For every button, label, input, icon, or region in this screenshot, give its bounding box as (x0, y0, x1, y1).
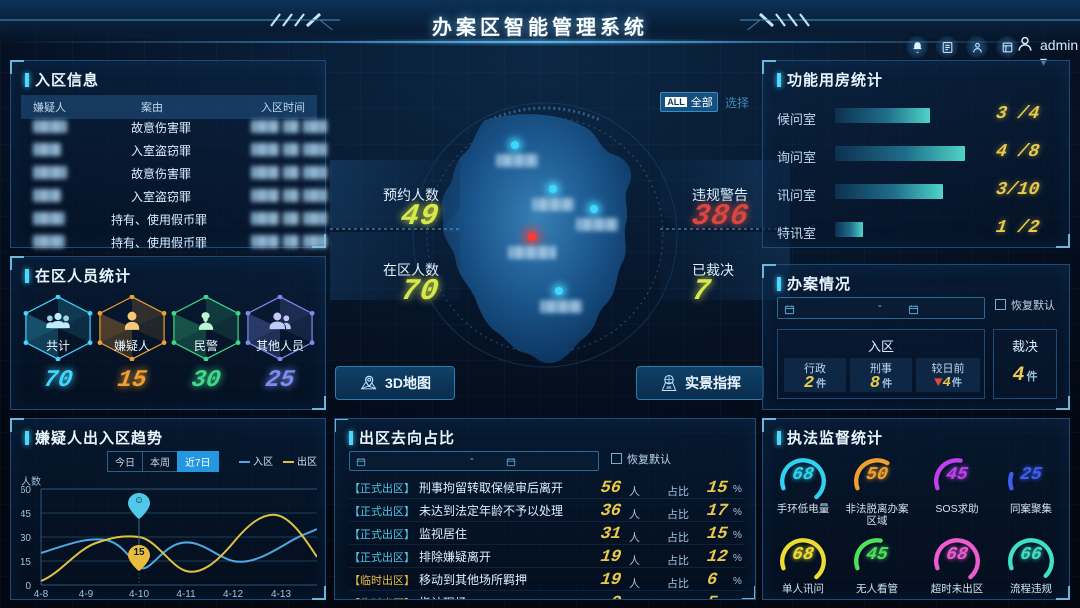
svg-text:4-10: 4-10 (129, 589, 149, 600)
svg-text:4K: 4K (666, 385, 671, 390)
svg-text:4-8: 4-8 (34, 589, 49, 600)
svg-text:4-12: 4-12 (223, 589, 243, 600)
svg-text:30: 30 (21, 533, 31, 544)
svg-text:45: 45 (21, 509, 31, 520)
svg-text:15: 15 (21, 557, 31, 568)
svg-text:4-11: 4-11 (176, 589, 196, 600)
svg-text:4-9: 4-9 (79, 589, 94, 600)
svg-text:4-13: 4-13 (271, 589, 291, 600)
svg-text:0: 0 (25, 581, 31, 592)
svg-text:60: 60 (21, 485, 31, 496)
